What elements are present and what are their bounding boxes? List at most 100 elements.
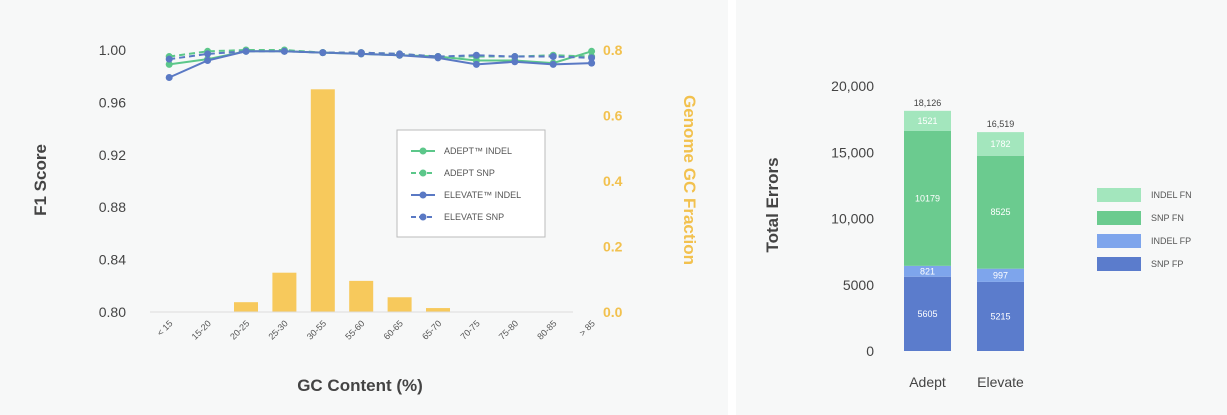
legend-swatch: [1097, 257, 1141, 271]
y-tick-label: 20,000: [831, 78, 874, 94]
gc-fraction-bar: [310, 89, 335, 312]
series-line-elevate-indel: [168, 50, 592, 79]
segment-value-label: 821: [920, 266, 935, 276]
x-tick-label: 55-60: [343, 318, 366, 341]
segment-value-label: 5215: [990, 311, 1010, 321]
y-axis-title: F1 Score: [31, 144, 50, 216]
x-tick-label: 80-85: [535, 318, 558, 341]
segment-value-label: 1782: [990, 139, 1010, 149]
series-point: [434, 53, 442, 61]
segment-value-label: 8525: [990, 207, 1010, 217]
bar-total-label: 18,126: [914, 98, 942, 108]
stacked-segment-snp-fn: [904, 130, 951, 266]
x-tick-label: 25-30: [266, 318, 289, 341]
x-tick-label: 70-75: [458, 318, 481, 341]
legend-swatch: [1097, 188, 1141, 202]
series-point: [588, 54, 596, 62]
series-point: [165, 55, 173, 63]
series-point: [280, 47, 288, 55]
series-point: [165, 60, 173, 68]
legend-swatch-marker: [419, 169, 427, 177]
series-point: [549, 60, 557, 68]
stacked-segment-snp-fp: [904, 276, 951, 351]
total-errors-chart: 20,000 15,000 10,000 5000 0 5605 821 10179 1521…: [763, 78, 1192, 390]
x-tick-label: < 15: [155, 318, 175, 338]
y-tick-label: 0: [866, 343, 874, 359]
x-tick-label: 30-55: [305, 318, 328, 341]
gc-fraction-bar: [349, 280, 374, 312]
x-tick-label: 65-70: [420, 318, 443, 341]
stacked-segment-indel-fn: [904, 110, 951, 131]
x-category-label: Elevate: [977, 374, 1024, 390]
y-tick-label: 0.80: [99, 304, 126, 320]
x-tick-label: 20-25: [228, 318, 251, 341]
series-point: [472, 60, 480, 68]
legend-swatch-marker: [419, 213, 427, 221]
series-point: [396, 50, 404, 58]
y-tick-label: 0.84: [99, 252, 126, 268]
y-axis-title: Total Errors: [763, 157, 782, 252]
y-tick-label: 0.88: [99, 199, 126, 215]
y2-tick-label: 0.6: [603, 108, 623, 124]
gc-fraction-bar: [234, 302, 258, 312]
legend-swatch: [1097, 234, 1141, 248]
y2-tick-label: 0.4: [603, 173, 623, 189]
legend-swatch: [1097, 211, 1141, 225]
legend-label: ELEVATE SNP: [444, 212, 504, 222]
stacked-segment-indel-fp: [977, 268, 1024, 282]
bar-total-label: 16,519: [987, 119, 1015, 129]
series-point: [204, 50, 212, 58]
series-point: [472, 51, 480, 59]
y2-tick-label: 0.8: [603, 42, 623, 58]
stacked-segment-indel-fp: [904, 265, 951, 277]
x-tick-label: 15-20: [190, 318, 213, 341]
series-point: [511, 58, 519, 66]
x-tick-label: 75-80: [497, 318, 520, 341]
stacked-segment-snp-fn: [977, 155, 1024, 269]
series-point: [165, 74, 173, 82]
segment-value-label: 5605: [917, 309, 937, 319]
x-category-label: Adept: [909, 374, 946, 390]
stacked-segment-snp-fp: [977, 281, 1024, 351]
series-point: [357, 49, 365, 57]
f1-gc-chart-panel: 1.00 0.96 0.92 0.88 0.84 0.80 0.8 0.6 0.4 0.2 0.0…: [31, 42, 699, 395]
y-tick-label: 0.92: [99, 147, 126, 163]
legend-label: ADEPT SNP: [444, 168, 495, 178]
y2-axis-title: Genome GC Fraction: [680, 95, 699, 265]
legend-label: SNP FN: [1151, 213, 1184, 223]
stacked-segment-indel-fn: [977, 132, 1024, 156]
x-tick-label: 60-65: [382, 318, 405, 341]
total-errors-chart-panel: 20,000 15,000 10,000 5000 0 5605 821 10179 1521…: [736, 0, 1227, 415]
y-tick-label: 15,000: [831, 144, 874, 160]
y-tick-label: 0.96: [99, 94, 126, 110]
legend-swatch-marker: [419, 191, 427, 199]
series-point: [588, 59, 596, 67]
legend-swatch-marker: [419, 147, 427, 155]
y-tick-label: 1.00: [99, 42, 126, 58]
x-axis-title: GC Content (%): [297, 376, 423, 395]
segment-value-label: 1521: [917, 116, 937, 126]
legend-label: SNP FP: [1151, 259, 1183, 269]
gc-fraction-bar: [387, 297, 412, 312]
series-point: [319, 49, 327, 57]
legend-label: ADEPT™ INDEL: [444, 146, 512, 156]
gc-fraction-bar: [272, 272, 297, 312]
series-line-elevate-snp: [169, 50, 592, 61]
series-point: [242, 47, 250, 55]
series-point: [549, 53, 557, 61]
segment-value-label: 997: [993, 270, 1008, 280]
gc-fraction-bar: [426, 308, 450, 312]
series-point: [511, 53, 519, 61]
y2-tick-label: 0.0: [603, 304, 623, 320]
series-point: [204, 56, 212, 64]
segment-value-label: 10179: [915, 193, 940, 203]
y2-tick-label: 0.2: [603, 239, 623, 255]
y-tick-label: 5000: [843, 277, 874, 293]
f1-gc-chart: 1.00 0.96 0.92 0.88 0.84 0.80 0.8 0.6 0.4 0.2 0.0…: [31, 42, 699, 395]
y-tick-label: 10,000: [831, 211, 874, 227]
series-point: [588, 47, 596, 55]
legend-label: INDEL FN: [1151, 190, 1192, 200]
legend-label: INDEL FP: [1151, 236, 1191, 246]
x-tick-label: > 85: [577, 318, 597, 338]
legend-label: ELEVATE™ INDEL: [444, 190, 521, 200]
